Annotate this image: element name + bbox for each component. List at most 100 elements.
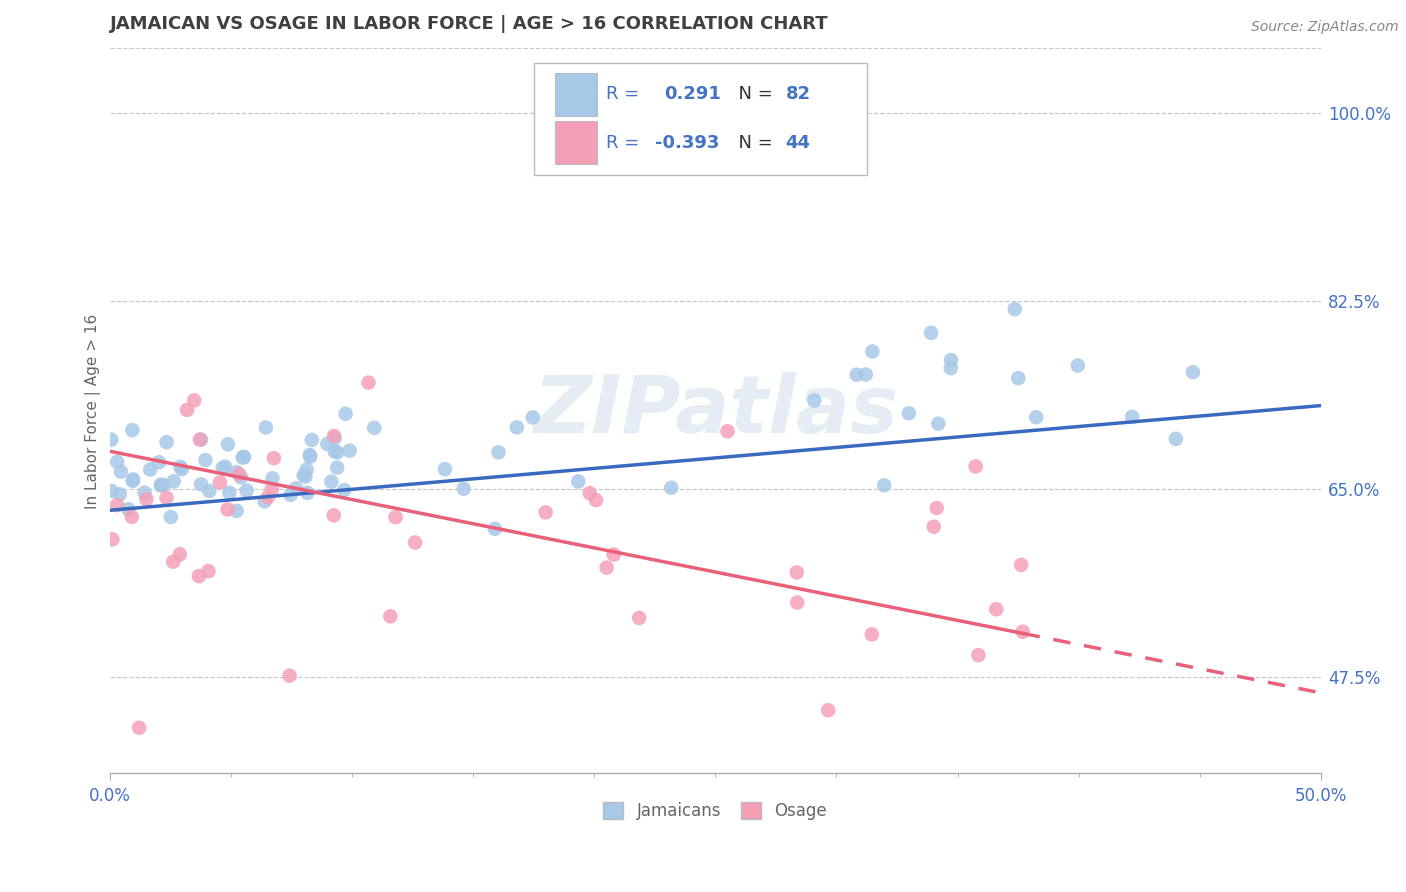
Point [299, 450, 322, 464]
Point [135, 492, 157, 507]
Point [522, 410, 544, 425]
Point [301, 433, 323, 447]
Point [488, 445, 510, 459]
Point [628, 611, 651, 625]
Point [214, 459, 236, 474]
Point [986, 602, 1008, 616]
Point [263, 451, 285, 466]
FancyBboxPatch shape [555, 73, 596, 115]
Point [110, 465, 132, 479]
Point [187, 569, 209, 583]
Point [190, 433, 212, 447]
Point [453, 482, 475, 496]
Point [139, 462, 162, 476]
Point [254, 420, 277, 434]
Legend: Jamaicans, Osage: Jamaicans, Osage [596, 796, 834, 827]
Point [922, 519, 945, 533]
Point [380, 609, 402, 624]
Point [1164, 432, 1187, 446]
Point [585, 493, 607, 508]
Point [323, 431, 346, 445]
Point [323, 429, 346, 443]
Point [170, 462, 193, 476]
Point [105, 498, 128, 512]
Point [134, 485, 156, 500]
Point [897, 406, 920, 420]
Point [1121, 409, 1143, 424]
Point [229, 470, 252, 484]
Point [169, 547, 191, 561]
Point [578, 486, 600, 500]
Text: JAMAICAN VS OSAGE IN LABOR FORCE | AGE > 16 CORRELATION CHART: JAMAICAN VS OSAGE IN LABOR FORCE | AGE >… [110, 15, 828, 33]
FancyBboxPatch shape [555, 121, 596, 164]
Point [595, 560, 617, 574]
Text: 44: 44 [786, 134, 811, 152]
Point [1025, 410, 1047, 425]
Point [659, 481, 682, 495]
Point [233, 450, 256, 465]
Point [169, 459, 191, 474]
Point [817, 703, 839, 717]
Point [506, 420, 529, 434]
Y-axis label: In Labor Force | Age > 16: In Labor Force | Age > 16 [86, 313, 101, 508]
FancyBboxPatch shape [534, 63, 866, 176]
Point [260, 483, 283, 497]
Point [198, 483, 221, 498]
Text: N =: N = [727, 134, 779, 152]
Point [965, 459, 987, 474]
Point [333, 483, 356, 497]
Point [1181, 365, 1204, 379]
Point [152, 478, 174, 492]
Point [217, 502, 239, 516]
Point [855, 368, 877, 382]
Point [278, 668, 301, 682]
Point [297, 486, 319, 500]
Text: 82: 82 [786, 85, 811, 103]
Point [363, 421, 385, 435]
Point [149, 478, 172, 492]
Point [285, 481, 308, 495]
Point [803, 393, 825, 408]
Point [939, 361, 962, 376]
Point [920, 326, 942, 340]
Point [197, 564, 219, 578]
Point [257, 490, 280, 504]
Point [217, 437, 239, 451]
Text: ZIPatlas: ZIPatlas [533, 372, 898, 450]
Point [190, 477, 212, 491]
Point [384, 510, 406, 524]
Point [162, 555, 184, 569]
Point [218, 486, 240, 500]
Point [162, 475, 184, 489]
Point [873, 478, 896, 492]
Point [484, 522, 506, 536]
Point [122, 472, 145, 486]
Point [357, 376, 380, 390]
Point [1067, 359, 1090, 373]
Text: -0.393: -0.393 [655, 134, 718, 152]
Text: 0.291: 0.291 [665, 85, 721, 103]
Point [326, 445, 349, 459]
Text: Source: ZipAtlas.com: Source: ZipAtlas.com [1251, 20, 1399, 34]
Point [939, 353, 962, 368]
Point [1004, 302, 1026, 317]
Point [225, 504, 247, 518]
Point [786, 595, 808, 609]
Point [211, 461, 233, 475]
Point [183, 393, 205, 408]
Point [232, 450, 254, 464]
Point [176, 402, 198, 417]
Point [404, 535, 426, 549]
Point [323, 444, 346, 458]
Point [160, 510, 183, 524]
Point [121, 474, 143, 488]
Point [262, 471, 284, 485]
Point [225, 465, 247, 479]
Point [155, 435, 177, 450]
Point [188, 433, 211, 447]
Point [232, 450, 254, 465]
Point [292, 468, 315, 483]
Point [925, 501, 948, 516]
Point [121, 423, 143, 437]
Text: R =: R = [606, 134, 645, 152]
